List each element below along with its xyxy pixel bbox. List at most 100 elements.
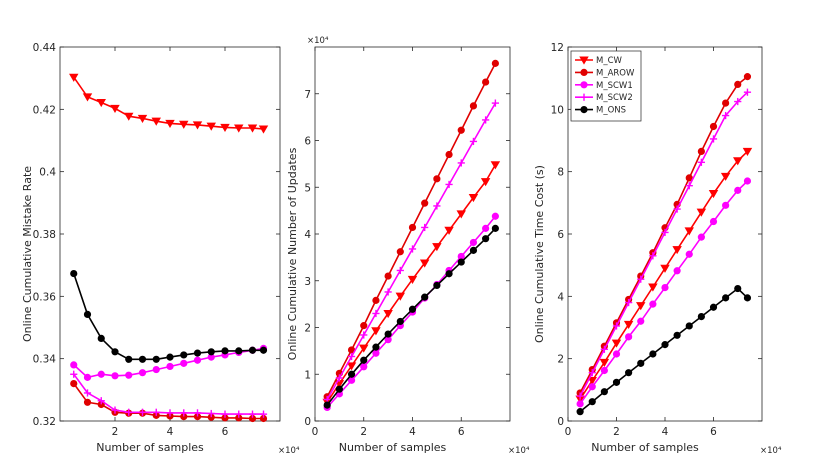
data-point xyxy=(396,266,404,275)
y-tick-label: 6 xyxy=(304,136,311,148)
series-m-cw xyxy=(322,161,501,407)
data-point xyxy=(576,400,584,408)
data-point xyxy=(722,99,730,107)
series-m-cw xyxy=(575,147,753,404)
data-point xyxy=(421,223,429,232)
data-point xyxy=(82,93,93,102)
data-point xyxy=(743,88,752,96)
series-line xyxy=(73,373,264,415)
data-point xyxy=(83,373,92,381)
series-m-cw xyxy=(69,73,269,134)
data-point xyxy=(83,389,92,397)
legend-marker xyxy=(580,106,588,114)
data-point xyxy=(192,121,203,130)
data-point xyxy=(111,372,119,380)
data-point xyxy=(360,356,368,364)
y-axis-label: Online Cumulative Mistake Rate xyxy=(21,166,34,342)
y-tick-label: 0.42 xyxy=(33,104,56,116)
y-tick-label: 5 xyxy=(304,182,311,194)
data-point xyxy=(697,233,705,241)
data-point xyxy=(419,259,430,268)
data-point xyxy=(482,116,490,124)
data-point xyxy=(468,194,479,203)
data-point xyxy=(600,366,608,375)
data-point xyxy=(179,120,189,129)
data-point xyxy=(742,147,753,157)
data-point xyxy=(433,175,441,183)
data-point xyxy=(69,73,79,82)
data-point xyxy=(709,135,718,143)
data-point xyxy=(97,370,105,378)
legend: M_CW M_AROW M_SCW1 M_SCW2 M_ONS xyxy=(570,50,642,122)
data-point xyxy=(491,224,499,232)
data-point xyxy=(625,298,633,307)
legend-label: M_SCW2 xyxy=(596,93,633,103)
data-point xyxy=(697,147,705,156)
legend-label: M_ONS xyxy=(596,106,626,116)
data-point xyxy=(648,283,658,292)
y-tick-label: 1 xyxy=(304,369,311,381)
data-point xyxy=(612,350,621,358)
data-point xyxy=(83,398,92,406)
data-point xyxy=(70,370,78,378)
data-point xyxy=(649,300,657,308)
data-point xyxy=(661,228,669,237)
data-point xyxy=(734,284,742,293)
data-point xyxy=(137,114,148,123)
data-point xyxy=(696,208,707,217)
data-point xyxy=(457,159,465,167)
data-point xyxy=(335,385,343,393)
data-point xyxy=(457,126,465,134)
data-point xyxy=(70,380,78,388)
data-point xyxy=(709,217,718,226)
legend-item: M_ONS xyxy=(575,106,626,116)
y-multiplier-label: ×10⁴ xyxy=(307,36,329,46)
data-point xyxy=(247,124,258,133)
data-point xyxy=(152,408,160,416)
y-tick-label: 2 xyxy=(557,354,564,366)
data-point xyxy=(180,409,188,417)
data-point xyxy=(587,376,597,386)
y-tick-label: 0 xyxy=(557,416,564,428)
data-point xyxy=(469,238,478,247)
data-point xyxy=(482,235,490,243)
y-axis-label: Online Cumulative Number of Updates xyxy=(286,147,299,360)
data-point xyxy=(371,327,381,336)
data-point xyxy=(384,330,392,338)
legend-marker xyxy=(579,56,589,65)
data-point xyxy=(457,258,465,266)
data-point xyxy=(469,246,478,254)
data-point xyxy=(432,243,442,252)
data-point xyxy=(258,125,269,134)
data-point xyxy=(152,365,160,374)
data-point xyxy=(480,178,491,187)
data-point xyxy=(259,410,268,418)
data-point xyxy=(649,350,657,358)
legend-item: M_AROW xyxy=(575,68,635,78)
data-point xyxy=(384,288,392,296)
data-point xyxy=(372,296,380,304)
x-tick-label: 6 xyxy=(458,426,465,438)
data-point xyxy=(685,174,693,182)
legend-marker xyxy=(580,93,588,101)
data-point xyxy=(491,99,499,107)
legend-label: M_AROW xyxy=(596,68,635,78)
data-point xyxy=(722,201,730,209)
data-point xyxy=(259,346,268,354)
legend-marker xyxy=(580,68,588,77)
data-point xyxy=(685,250,693,258)
data-point xyxy=(611,339,622,348)
data-point xyxy=(248,410,257,418)
x-tick-label: 4 xyxy=(662,426,669,438)
y-tick-label: 0.36 xyxy=(33,291,57,303)
x-multiplier-label: ×10⁴ xyxy=(760,446,782,456)
y-tick-label: 4 xyxy=(557,291,564,303)
data-point xyxy=(612,378,621,386)
data-point xyxy=(138,369,147,377)
x-tick-label: 4 xyxy=(409,426,416,438)
data-point xyxy=(709,303,718,311)
data-point xyxy=(372,349,380,357)
data-point xyxy=(722,294,730,302)
x-tick-label: 2 xyxy=(360,426,367,438)
